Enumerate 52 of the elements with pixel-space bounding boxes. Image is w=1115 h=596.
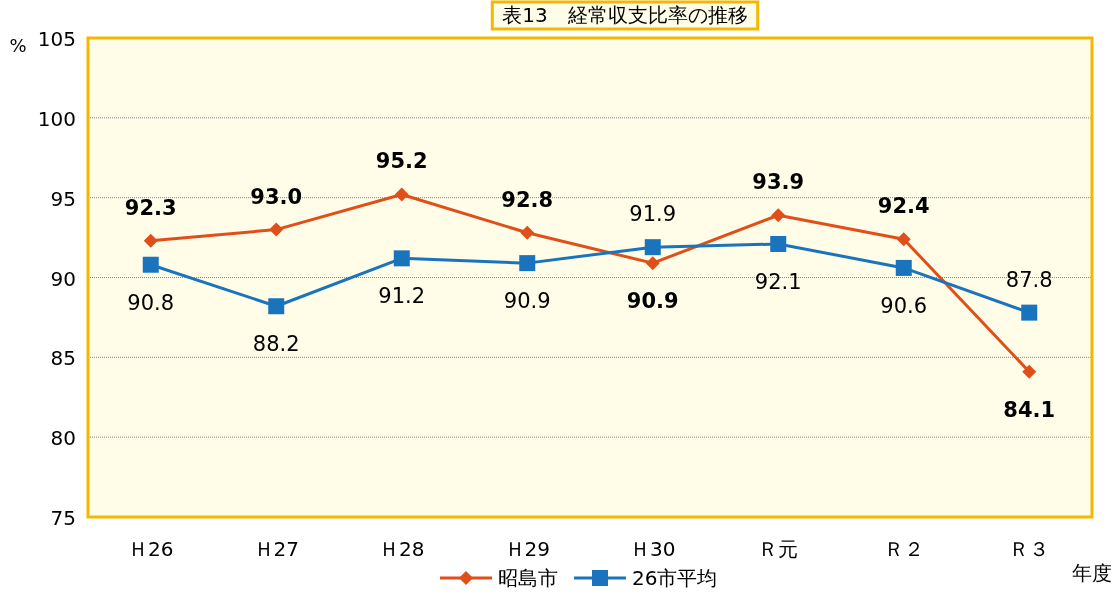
data-label: 90.6 bbox=[880, 293, 928, 318]
legend-label: 26市平均 bbox=[632, 566, 718, 590]
data-label: 87.8 bbox=[1005, 267, 1053, 292]
point bbox=[519, 255, 536, 272]
data-label: 92.8 bbox=[501, 187, 554, 212]
point bbox=[268, 298, 285, 315]
point bbox=[394, 187, 409, 202]
point bbox=[520, 225, 535, 240]
data-label: 91.2 bbox=[378, 284, 426, 309]
point bbox=[1021, 304, 1038, 321]
point bbox=[896, 232, 911, 247]
point bbox=[1022, 364, 1037, 379]
point bbox=[895, 259, 912, 276]
point bbox=[770, 235, 787, 252]
data-label: 93.9 bbox=[752, 170, 805, 195]
point bbox=[644, 239, 661, 256]
data-label: 90.9 bbox=[626, 289, 679, 314]
data-label: 92.4 bbox=[877, 194, 930, 219]
y-tick-label: 100 bbox=[37, 106, 76, 131]
point bbox=[143, 233, 158, 248]
y-tick-label: 105 bbox=[37, 27, 76, 51]
y-tick-label: 85 bbox=[50, 346, 76, 371]
data-label: 91.9 bbox=[629, 202, 677, 227]
y-tick-label: 95 bbox=[50, 186, 76, 211]
data-label: 90.8 bbox=[127, 290, 175, 315]
x-tick-label: Ｈ30 bbox=[630, 537, 676, 561]
x-tick-label: Ｈ28 bbox=[379, 537, 425, 561]
point bbox=[142, 256, 159, 273]
data-label: 92.3 bbox=[124, 195, 177, 220]
x-tick-label: Ｒ２ bbox=[883, 537, 924, 561]
x-tick-label: Ｒ元 bbox=[758, 537, 799, 561]
legend-label: 昭島市 bbox=[498, 566, 558, 590]
y-axis-title: % bbox=[9, 35, 27, 56]
x-tick-label: Ｈ26 bbox=[128, 537, 174, 561]
y-tick-label: 80 bbox=[50, 426, 76, 451]
y-tick-label: 90 bbox=[50, 266, 76, 291]
data-label: 95.2 bbox=[375, 149, 428, 174]
chart-title: 表13 経常収支比率の推移 bbox=[502, 3, 748, 27]
data-label: 92.1 bbox=[754, 269, 802, 294]
point bbox=[645, 256, 660, 271]
data-label: 90.9 bbox=[503, 289, 551, 314]
data-label: 84.1 bbox=[1003, 397, 1056, 422]
y-tick-label: 75 bbox=[50, 506, 76, 530]
point bbox=[771, 208, 786, 223]
point bbox=[269, 222, 284, 237]
x-axis-title: 年度 bbox=[1072, 561, 1112, 585]
data-label: 93.0 bbox=[250, 184, 303, 209]
x-tick-label: Ｈ29 bbox=[504, 537, 550, 561]
x-tick-label: Ｈ27 bbox=[253, 537, 299, 561]
point bbox=[393, 250, 410, 267]
x-tick-label: Ｒ３ bbox=[1009, 537, 1050, 561]
data-label: 88.2 bbox=[252, 332, 300, 357]
